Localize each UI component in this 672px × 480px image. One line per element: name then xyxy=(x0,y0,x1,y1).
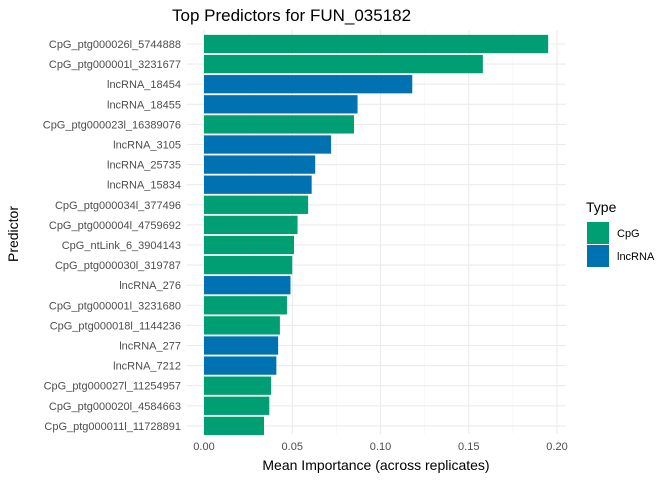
bar xyxy=(204,215,298,235)
y-tick-label: CpG_ptg000026l_5744888 xyxy=(49,39,181,51)
y-tick-label: lncRNA_7212 xyxy=(113,361,181,373)
bar xyxy=(204,75,413,94)
bar xyxy=(204,135,332,154)
bar xyxy=(204,255,293,275)
y-tick-label: CpG_ptg000004l_4759692 xyxy=(49,220,181,232)
y-tick-label: CpG_ptg000020l_4584663 xyxy=(49,401,181,413)
y-tick-label: lncRNA_277 xyxy=(119,341,181,353)
bar xyxy=(204,195,309,214)
bar xyxy=(204,115,355,134)
bar xyxy=(204,296,287,315)
bar xyxy=(204,316,280,335)
y-tick-label: CpG_ptg000034l_377496 xyxy=(55,200,181,212)
x-tick-label: 0.05 xyxy=(282,441,303,453)
legend-label: CpG xyxy=(617,228,640,240)
y-tick-label: CpG_ptg000011l_11728891 xyxy=(44,421,181,433)
y-tick-label: lncRNA_3105 xyxy=(113,140,181,152)
bar xyxy=(204,155,316,174)
y-tick-label: lncRNA_18455 xyxy=(107,99,181,111)
x-tick-label: 0.20 xyxy=(546,441,567,453)
x-tick-labels: 0.00 0.05 0.10 0.15 0.20 xyxy=(193,441,567,453)
y-tick-label: CpG_ptg000001l_3231677 xyxy=(49,59,181,71)
bar xyxy=(204,54,483,74)
bar xyxy=(204,336,279,355)
legend-label: lncRNA xyxy=(617,251,655,263)
legend: Type CpG lncRNA xyxy=(586,199,655,267)
bars xyxy=(204,34,549,436)
x-tick-label: 0.15 xyxy=(458,441,479,453)
bar xyxy=(204,396,270,415)
y-tick-label: CpG_ptg000001l_3231680 xyxy=(49,300,181,312)
bar xyxy=(204,34,549,54)
x-tick-label: 0.10 xyxy=(370,441,391,453)
y-tick-labels: CpG_ptg000026l_5744888 CpG_ptg000001l_323… xyxy=(43,39,181,433)
y-tick-label: lncRNA_276 xyxy=(119,280,181,292)
y-tick-label: lncRNA_15834 xyxy=(107,180,181,192)
legend-key xyxy=(587,222,609,244)
y-tick-label: CpG_ptg000027l_11254957 xyxy=(44,381,181,393)
bar xyxy=(204,376,272,395)
x-tick-label: 0.00 xyxy=(193,441,214,453)
x-axis-title: Mean Importance (across replicates) xyxy=(262,457,489,473)
legend-items: CpG lncRNA xyxy=(587,222,655,267)
y-tick-label: lncRNA_25735 xyxy=(107,160,181,172)
bar xyxy=(204,175,312,194)
bar xyxy=(204,416,265,436)
y-axis-title: Predictor xyxy=(5,206,21,262)
legend-title: Type xyxy=(586,199,617,215)
y-tick-label: CpG_ntLink_6_3904143 xyxy=(62,240,181,252)
chart-title: Top Predictors for FUN_035182 xyxy=(172,6,411,25)
legend-key xyxy=(587,245,609,267)
y-tick-label: CpG_ptg000030l_319787 xyxy=(55,260,181,272)
bar xyxy=(204,95,358,114)
y-tick-label: lncRNA_18454 xyxy=(107,79,181,91)
bar xyxy=(204,356,277,375)
y-tick-label: CpG_ptg000018l_1144236 xyxy=(50,320,181,332)
bar xyxy=(204,235,295,255)
y-tick-label: CpG_ptg000023l_16389076 xyxy=(43,119,181,131)
bar xyxy=(204,276,291,295)
